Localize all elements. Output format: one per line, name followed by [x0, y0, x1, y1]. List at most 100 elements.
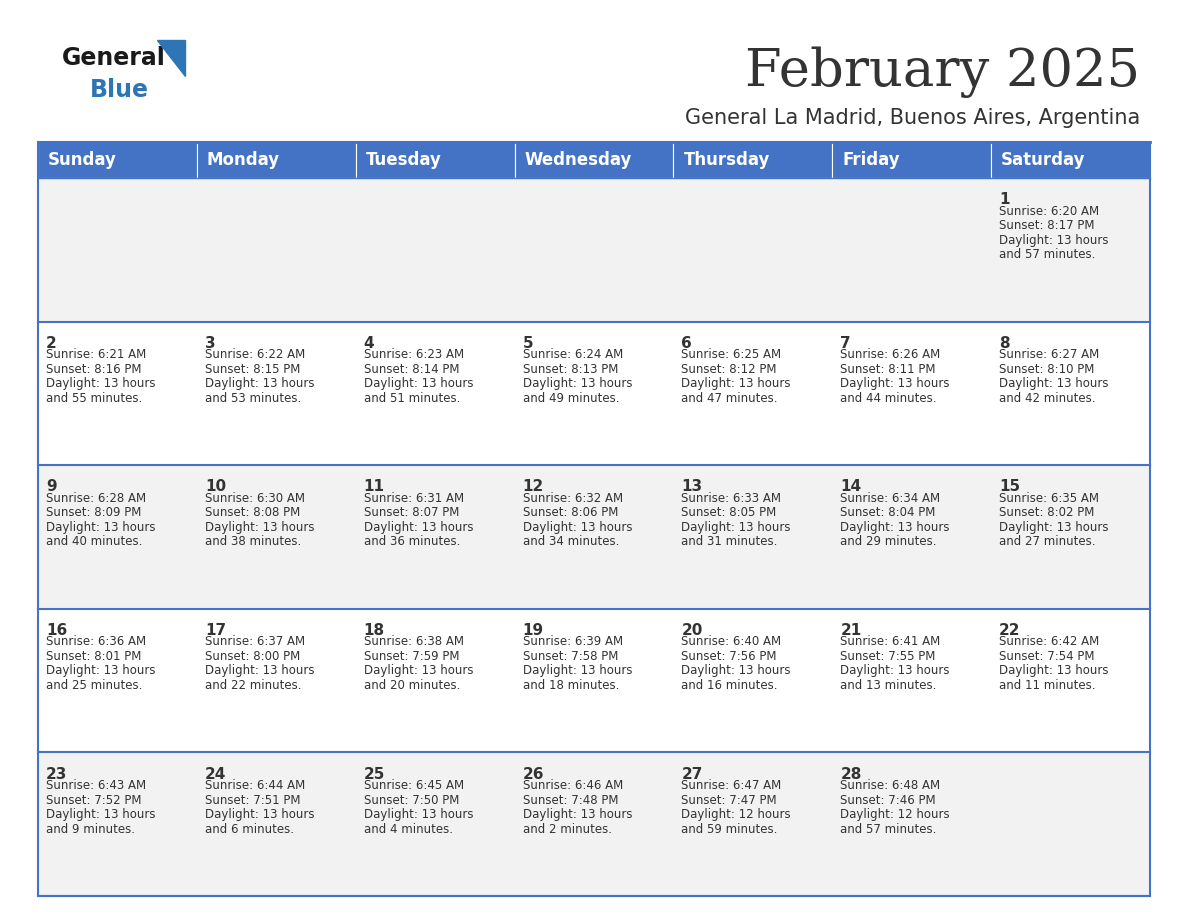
Text: 13: 13 — [682, 479, 702, 495]
Text: 3: 3 — [204, 336, 215, 351]
Text: and 59 minutes.: and 59 minutes. — [682, 823, 778, 835]
Polygon shape — [157, 40, 185, 76]
Text: Daylight: 13 hours: Daylight: 13 hours — [364, 665, 473, 677]
Bar — [674, 465, 833, 609]
Text: Daylight: 13 hours: Daylight: 13 hours — [523, 808, 632, 821]
Text: Sunset: 8:00 PM: Sunset: 8:00 PM — [204, 650, 301, 663]
Text: 8: 8 — [999, 336, 1010, 351]
Text: Sunrise: 6:43 AM: Sunrise: 6:43 AM — [46, 779, 146, 792]
Text: 16: 16 — [46, 623, 68, 638]
Text: Sunset: 7:58 PM: Sunset: 7:58 PM — [523, 650, 618, 663]
Text: Sunrise: 6:34 AM: Sunrise: 6:34 AM — [840, 492, 941, 505]
Text: Sunset: 8:17 PM: Sunset: 8:17 PM — [999, 219, 1094, 232]
Text: 1: 1 — [999, 192, 1010, 207]
Text: Sunset: 8:08 PM: Sunset: 8:08 PM — [204, 507, 301, 520]
Text: Daylight: 13 hours: Daylight: 13 hours — [682, 377, 791, 390]
Text: 6: 6 — [682, 336, 693, 351]
Text: Sunset: 8:02 PM: Sunset: 8:02 PM — [999, 507, 1094, 520]
Text: Daylight: 13 hours: Daylight: 13 hours — [523, 665, 632, 677]
Bar — [833, 753, 991, 896]
Text: Sunrise: 6:27 AM: Sunrise: 6:27 AM — [999, 348, 1099, 361]
Bar — [514, 753, 674, 896]
Text: and 36 minutes.: and 36 minutes. — [364, 535, 460, 548]
Bar — [38, 178, 197, 321]
Text: Daylight: 13 hours: Daylight: 13 hours — [46, 665, 156, 677]
Text: Sunset: 8:07 PM: Sunset: 8:07 PM — [364, 507, 459, 520]
Text: Sunrise: 6:23 AM: Sunrise: 6:23 AM — [364, 348, 463, 361]
Text: 20: 20 — [682, 623, 703, 638]
Bar — [514, 321, 674, 465]
Text: Sunset: 8:10 PM: Sunset: 8:10 PM — [999, 363, 1094, 375]
Text: and 13 minutes.: and 13 minutes. — [840, 679, 936, 692]
Text: Sunrise: 6:47 AM: Sunrise: 6:47 AM — [682, 779, 782, 792]
Text: 19: 19 — [523, 623, 544, 638]
Text: Daylight: 12 hours: Daylight: 12 hours — [682, 808, 791, 821]
Text: February 2025: February 2025 — [745, 46, 1140, 97]
Text: 7: 7 — [840, 336, 851, 351]
Text: Daylight: 13 hours: Daylight: 13 hours — [46, 377, 156, 390]
Bar — [833, 321, 991, 465]
Text: 15: 15 — [999, 479, 1020, 495]
Text: Sunset: 7:55 PM: Sunset: 7:55 PM — [840, 650, 936, 663]
Text: and 2 minutes.: and 2 minutes. — [523, 823, 612, 835]
Text: and 6 minutes.: and 6 minutes. — [204, 823, 293, 835]
Text: and 38 minutes.: and 38 minutes. — [204, 535, 301, 548]
Text: Sunrise: 6:38 AM: Sunrise: 6:38 AM — [364, 635, 463, 648]
Text: and 25 minutes.: and 25 minutes. — [46, 679, 143, 692]
Text: Daylight: 13 hours: Daylight: 13 hours — [204, 665, 315, 677]
Bar — [197, 753, 355, 896]
Bar — [674, 321, 833, 465]
Text: 26: 26 — [523, 767, 544, 781]
Bar — [38, 321, 197, 465]
Text: and 51 minutes.: and 51 minutes. — [364, 392, 460, 405]
Text: 27: 27 — [682, 767, 703, 781]
Bar — [197, 609, 355, 753]
Text: Sunrise: 6:41 AM: Sunrise: 6:41 AM — [840, 635, 941, 648]
Text: Daylight: 13 hours: Daylight: 13 hours — [682, 521, 791, 534]
Text: 23: 23 — [46, 767, 68, 781]
Bar — [991, 753, 1150, 896]
Text: Sunrise: 6:37 AM: Sunrise: 6:37 AM — [204, 635, 305, 648]
Bar — [197, 465, 355, 609]
Text: Sunrise: 6:28 AM: Sunrise: 6:28 AM — [46, 492, 146, 505]
Text: Sunrise: 6:20 AM: Sunrise: 6:20 AM — [999, 205, 1099, 218]
Text: 17: 17 — [204, 623, 226, 638]
Bar — [991, 609, 1150, 753]
Bar — [197, 178, 355, 321]
Bar — [833, 465, 991, 609]
Text: and 9 minutes.: and 9 minutes. — [46, 823, 135, 835]
Text: General La Madrid, Buenos Aires, Argentina: General La Madrid, Buenos Aires, Argenti… — [684, 108, 1140, 128]
Text: and 20 minutes.: and 20 minutes. — [364, 679, 460, 692]
Bar — [355, 753, 514, 896]
Text: Saturday: Saturday — [1001, 151, 1086, 169]
Text: Tuesday: Tuesday — [366, 151, 442, 169]
Text: Sunset: 7:46 PM: Sunset: 7:46 PM — [840, 793, 936, 807]
Text: Sunset: 8:11 PM: Sunset: 8:11 PM — [840, 363, 936, 375]
Text: and 57 minutes.: and 57 minutes. — [999, 248, 1095, 261]
Text: Daylight: 13 hours: Daylight: 13 hours — [364, 377, 473, 390]
Text: Friday: Friday — [842, 151, 901, 169]
Text: Sunrise: 6:33 AM: Sunrise: 6:33 AM — [682, 492, 782, 505]
Bar — [38, 465, 197, 609]
Text: and 11 minutes.: and 11 minutes. — [999, 679, 1095, 692]
Text: Thursday: Thursday — [683, 151, 770, 169]
Text: Daylight: 13 hours: Daylight: 13 hours — [999, 521, 1108, 534]
Text: Sunset: 8:06 PM: Sunset: 8:06 PM — [523, 507, 618, 520]
Text: and 44 minutes.: and 44 minutes. — [840, 392, 937, 405]
Text: 25: 25 — [364, 767, 385, 781]
Bar — [38, 609, 197, 753]
Text: 28: 28 — [840, 767, 861, 781]
Text: Daylight: 13 hours: Daylight: 13 hours — [999, 665, 1108, 677]
Text: Daylight: 13 hours: Daylight: 13 hours — [46, 521, 156, 534]
Bar — [833, 609, 991, 753]
Bar — [355, 465, 514, 609]
Bar — [991, 142, 1150, 178]
Text: and 4 minutes.: and 4 minutes. — [364, 823, 453, 835]
Text: and 18 minutes.: and 18 minutes. — [523, 679, 619, 692]
Bar — [674, 178, 833, 321]
Text: Sunset: 8:12 PM: Sunset: 8:12 PM — [682, 363, 777, 375]
Bar — [514, 609, 674, 753]
Bar — [514, 465, 674, 609]
Text: and 29 minutes.: and 29 minutes. — [840, 535, 937, 548]
Bar — [514, 178, 674, 321]
